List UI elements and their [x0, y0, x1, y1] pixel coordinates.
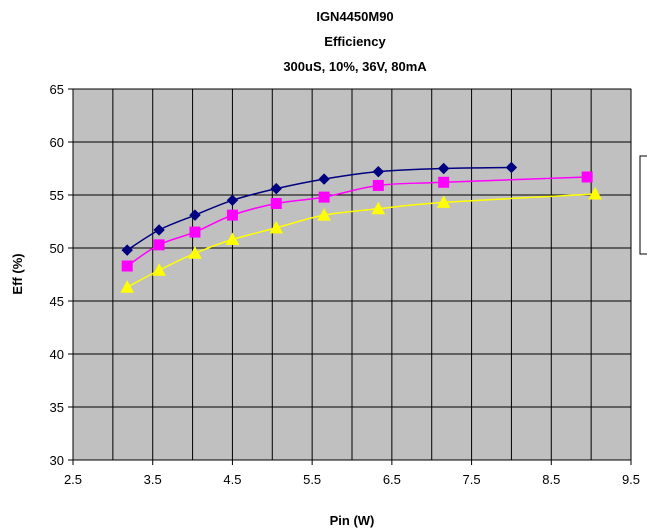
tick-labels: 30 35 40 45 50 55 60 65 2.5 3.5 4.5 5.5 6.5 7.5 8.5 9.5: [50, 82, 641, 487]
series-3: [120, 186, 602, 293]
data-point: [225, 232, 240, 246]
legend: [639, 155, 647, 255]
data-point: [120, 280, 135, 293]
x-tick-label: 8.5: [542, 472, 560, 487]
x-tick-label: 4.5: [223, 472, 241, 487]
data-point: [372, 165, 385, 178]
x-tick-label: 2.5: [64, 472, 82, 487]
y-tick-label: 45: [50, 294, 64, 309]
data-point: [153, 224, 165, 236]
y-tick-label: 60: [50, 135, 64, 150]
data-point: [188, 246, 202, 259]
x-tick-label: 7.5: [463, 472, 481, 487]
legend-box: [639, 155, 647, 255]
data-point: [270, 197, 282, 209]
data-point: [226, 194, 239, 207]
chart-title-line-3: 300uS, 10%, 36V, 80mA: [283, 59, 427, 74]
x-axis-label: Pin (W): [330, 513, 375, 528]
data-point: [436, 195, 451, 208]
data-point: [226, 209, 238, 221]
data-point: [121, 244, 133, 256]
data-point: [437, 162, 450, 175]
data-point: [189, 209, 201, 221]
y-tick-label: 40: [50, 347, 64, 362]
x-tick-label: 6.5: [383, 472, 401, 487]
data-point: [317, 208, 331, 221]
data-point: [318, 191, 330, 203]
data-point: [318, 173, 330, 185]
y-tick-label: 50: [50, 241, 64, 256]
data-point: [152, 263, 166, 276]
y-axis-label: Eff (%): [10, 253, 25, 294]
data-point: [121, 260, 133, 272]
data-point: [438, 176, 450, 188]
series-group: [120, 161, 602, 293]
series-2: [121, 171, 593, 272]
x-tick-label: 5.5: [303, 472, 321, 487]
data-point: [269, 220, 284, 234]
data-point: [153, 239, 165, 251]
y-tick-label: 30: [50, 453, 64, 468]
data-point: [371, 201, 386, 215]
x-tick-label: 9.5: [622, 472, 640, 487]
y-tick-label: 65: [50, 82, 64, 97]
x-tick-label: 3.5: [144, 472, 162, 487]
data-point: [270, 182, 282, 195]
data-point: [189, 226, 201, 238]
chart-title-line-1: IGN4450M90: [316, 9, 393, 24]
data-point: [588, 186, 602, 200]
data-point: [372, 179, 384, 191]
data-point: [581, 171, 593, 183]
y-tick-label: 35: [50, 400, 64, 415]
series-1: [121, 161, 518, 256]
data-point: [505, 161, 518, 174]
axes: [68, 88, 632, 465]
chart-title-line-2: Efficiency: [324, 34, 386, 49]
y-tick-label: 55: [50, 188, 64, 203]
